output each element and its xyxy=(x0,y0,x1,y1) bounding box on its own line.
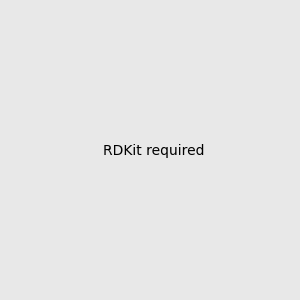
Text: RDKit required: RDKit required xyxy=(103,145,205,158)
